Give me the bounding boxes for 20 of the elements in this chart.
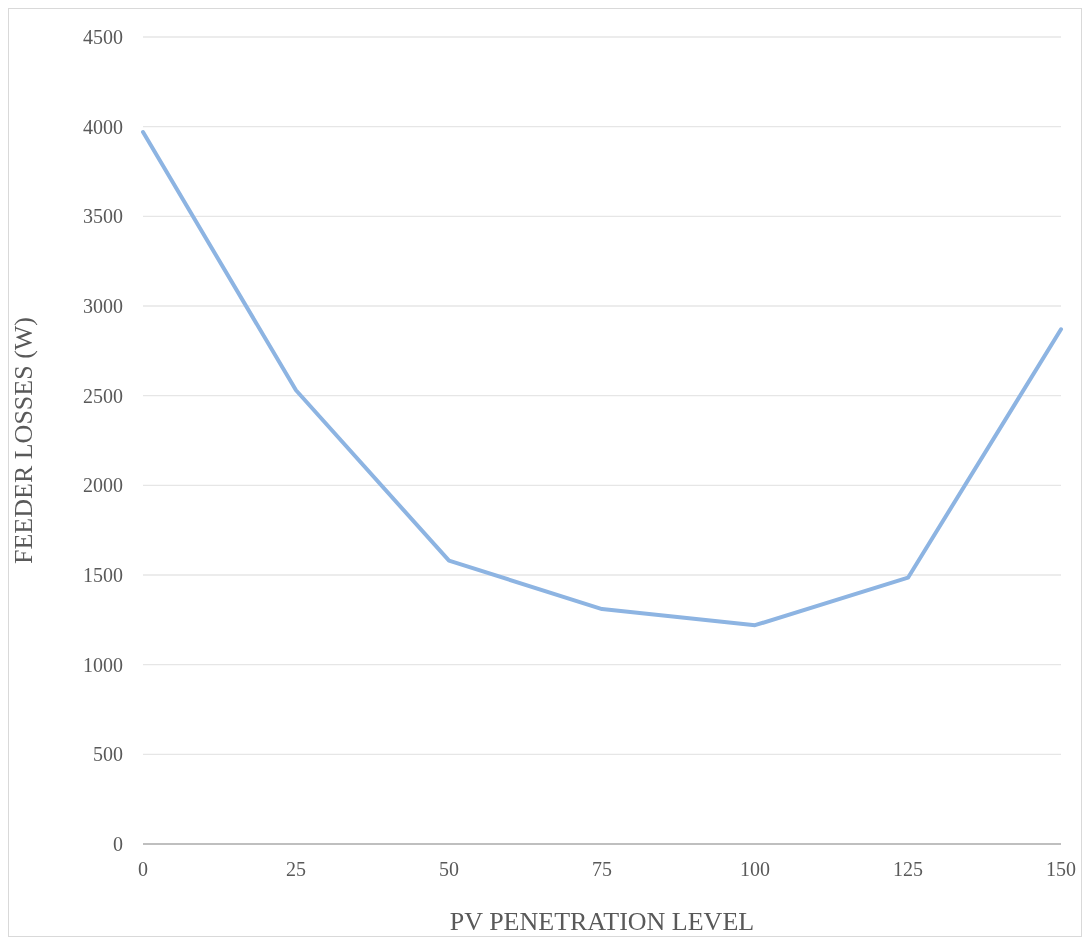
x-tick-label: 150 bbox=[1046, 858, 1076, 881]
x-tick-label: 100 bbox=[740, 858, 770, 881]
y-tick-label: 3000 bbox=[83, 295, 123, 318]
x-tick-label: 50 bbox=[439, 858, 459, 881]
line-series bbox=[141, 130, 1063, 628]
y-tick-label: 3500 bbox=[83, 205, 123, 228]
y-tick-label: 1500 bbox=[83, 564, 123, 587]
y-tick-label: 1000 bbox=[83, 653, 123, 676]
y-tick-label: 0 bbox=[113, 833, 123, 856]
y-tick-label: 2500 bbox=[83, 384, 123, 407]
x-tick-label: 25 bbox=[286, 858, 306, 881]
y-tick-label: 500 bbox=[93, 743, 123, 766]
y-tick-label: 4500 bbox=[83, 26, 123, 49]
x-axis-title: PV PENETRATION LEVEL bbox=[449, 907, 755, 936]
x-tick-label: 0 bbox=[138, 858, 148, 881]
x-tick-label: 125 bbox=[893, 858, 923, 881]
y-axis-title: FEEDER LOSSES (W) bbox=[9, 317, 39, 564]
y-tick-label: 4000 bbox=[83, 115, 123, 138]
x-tick-label: 75 bbox=[592, 858, 612, 881]
y-tick-label: 2000 bbox=[83, 474, 123, 497]
